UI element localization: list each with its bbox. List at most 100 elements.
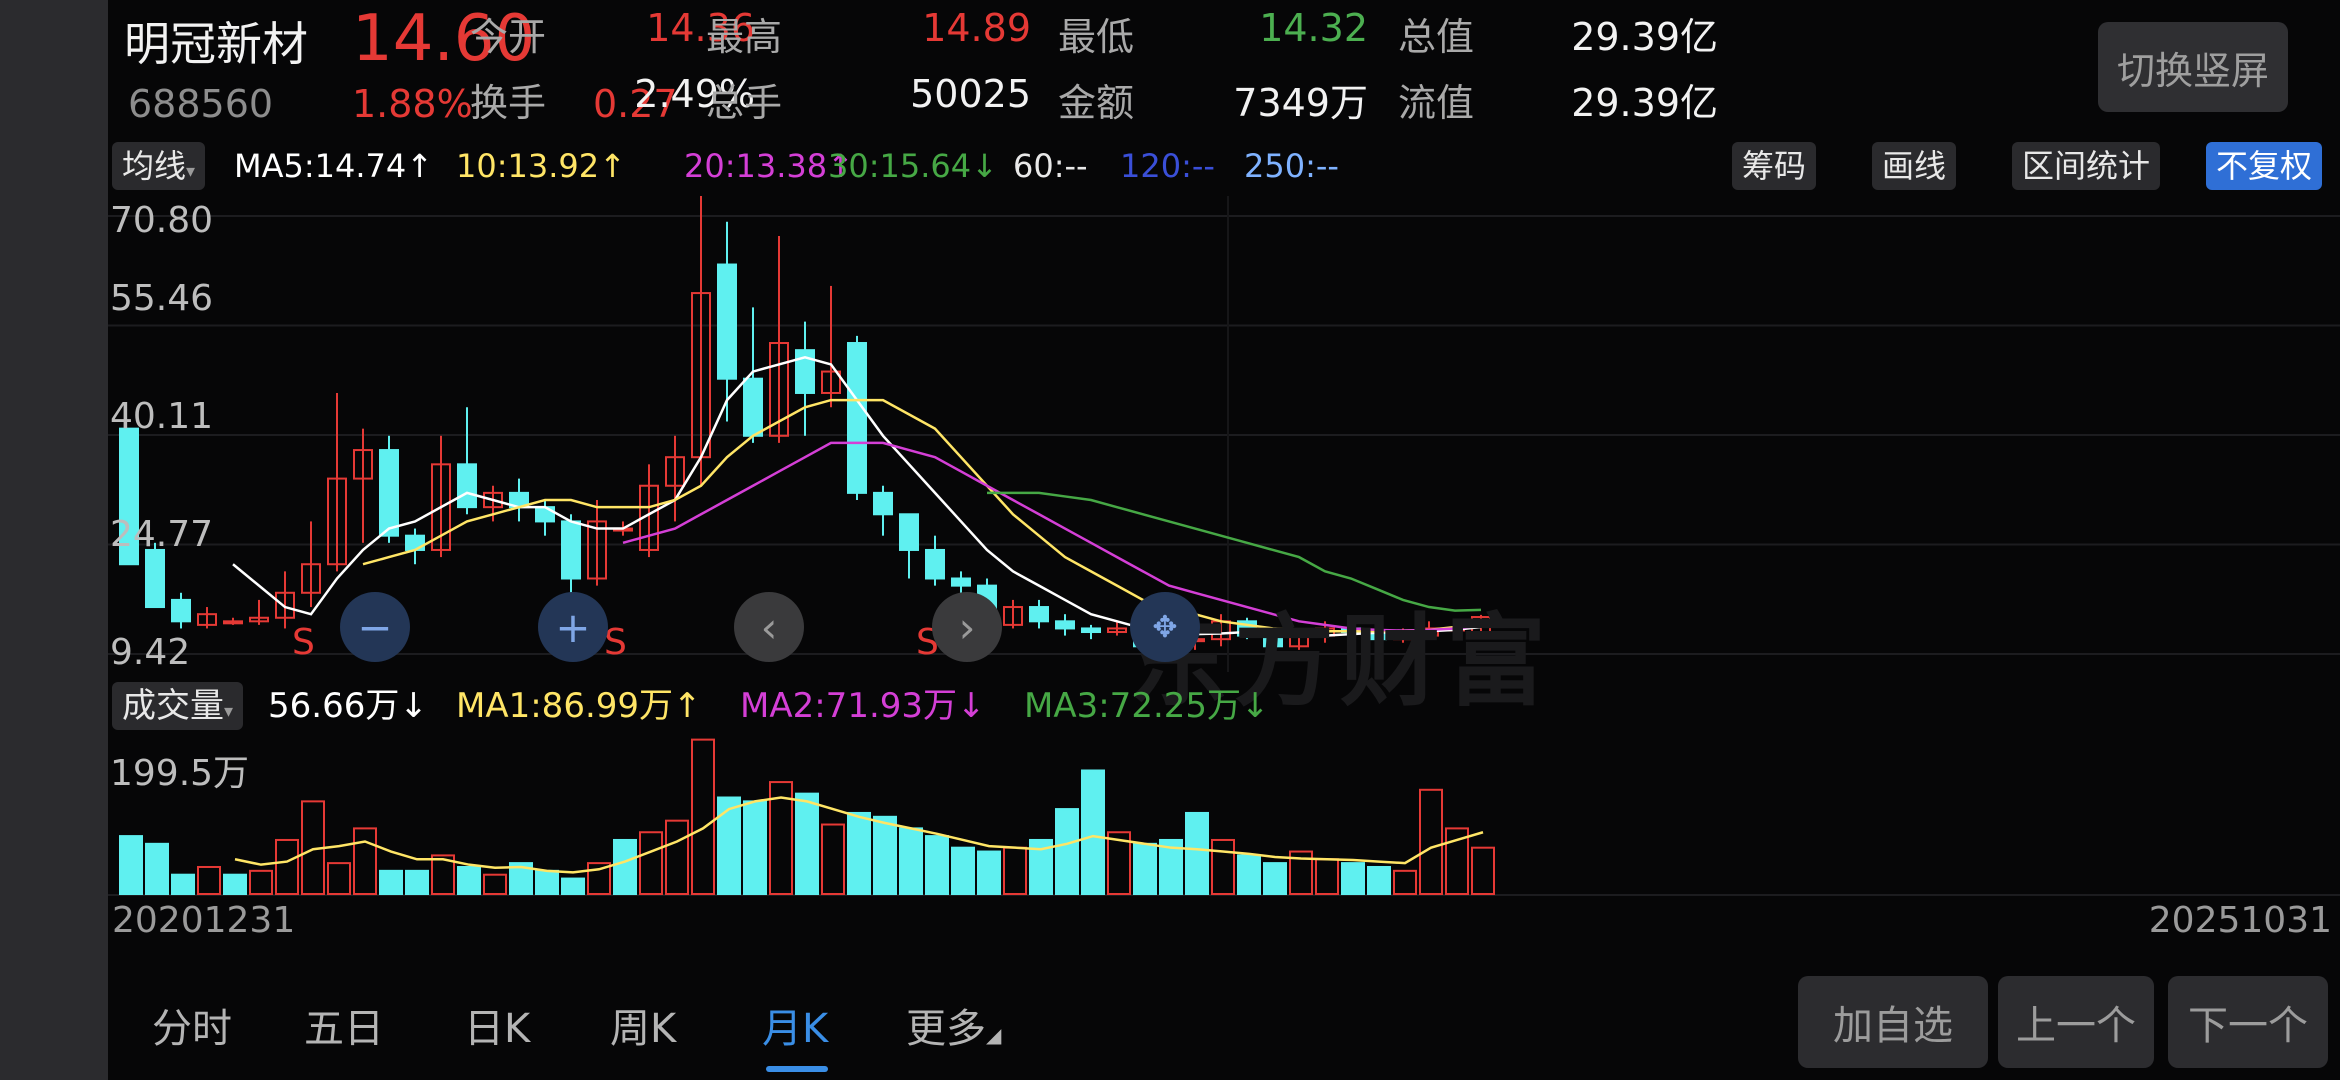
volume-bar [1341, 862, 1365, 895]
volume-ma1: MA1:86.99万↑ [456, 686, 702, 726]
sell-marker: S [604, 622, 627, 663]
volume-bar [977, 850, 1001, 895]
candle-body [795, 349, 815, 394]
ma30-value: 30:15.64↓ [828, 147, 998, 185]
stat-open: 今开 14.36 [470, 6, 755, 59]
candle-body [769, 342, 789, 437]
volume-bar [639, 831, 663, 895]
next-stock-button[interactable]: 下一个 [2168, 976, 2328, 1068]
volume-bar [769, 781, 793, 895]
scroll-left-button[interactable]: ‹ [734, 592, 804, 662]
start-date: 20201231 [112, 900, 296, 941]
volume-bar [431, 854, 455, 896]
candle-body [301, 563, 321, 594]
switch-portrait-button[interactable]: 切换竖屏 [2098, 22, 2288, 112]
volume-chart[interactable]: 199.5万 [108, 734, 2340, 896]
dropdown-triangle-icon: ▾ [224, 701, 234, 722]
volume-bar [275, 838, 299, 895]
volume-ma3: MA3:72.25万↓ [1024, 686, 1270, 726]
ma-selector-label: 均线 [122, 147, 187, 185]
tab-intraday[interactable]: 分时 [152, 1006, 232, 1052]
ma120-value: 120:-- [1120, 147, 1215, 185]
volume-tick-label: 199.5万 [110, 753, 250, 794]
stat-turnover: 换手 2.49% [470, 72, 755, 125]
volume-bar [197, 865, 221, 895]
volume-bar [1107, 831, 1131, 895]
candle-body [925, 548, 945, 580]
candlestick-chart[interactable]: 东方财富 70.80 55.46 40.11 24.77 9.42 S S S … [108, 193, 2340, 720]
candle-body [1263, 634, 1283, 648]
range-stats-button[interactable]: 区间统计 [2012, 142, 2161, 190]
volume-bar [1081, 769, 1105, 895]
y-tick-label: 24.77 [110, 514, 214, 555]
candlestick-svg [108, 193, 2340, 672]
draw-line-button[interactable]: 画线 [1872, 142, 1957, 190]
zoom-in-button[interactable]: + [538, 592, 608, 662]
scroll-right-button[interactable]: › [932, 592, 1002, 662]
volume-bar [561, 877, 585, 895]
stat-float-value: 流值 29.39亿 [1398, 81, 1718, 125]
volume-bar [1003, 846, 1027, 895]
candle-body [379, 449, 399, 537]
volume-bar [223, 873, 247, 895]
crosshair-icon: ✥ [1152, 609, 1178, 645]
tab-more[interactable]: 更多◢ [906, 996, 1001, 1054]
ma20-line [622, 441, 1482, 632]
tab-weekly-k[interactable]: 周K [610, 1006, 677, 1052]
tab-five-day[interactable]: 五日 [304, 1006, 384, 1052]
volume-bar [821, 823, 845, 895]
no-adjust-button[interactable]: 不复权 [2206, 142, 2323, 190]
ma20-value: 20:13.38↑ [684, 147, 854, 185]
quote-header: 明冠新材 14.60 688560 1.88% 0.27 今开 14.36 最高… [108, 0, 2340, 135]
candle-body [821, 370, 841, 394]
candle-body [873, 491, 893, 516]
stat-high: 最高 14.89 [706, 6, 1031, 59]
candle-body [899, 513, 919, 551]
ma250-value: 250:-- [1244, 147, 1339, 185]
period-tabs: 分时 五日 日K 周K 月K 更多◢ [108, 980, 2340, 1080]
change-percent: 1.88% [352, 82, 473, 126]
chips-button[interactable]: 筹码 [1732, 142, 1817, 190]
add-watchlist-button[interactable]: 加自选 [1798, 976, 1988, 1068]
ma-selector-dropdown[interactable]: 均线▾ [112, 142, 206, 190]
plus-icon: + [555, 602, 591, 652]
volume-bar [1263, 862, 1287, 895]
volume-bar [1055, 808, 1079, 895]
volume-bar [327, 862, 351, 895]
candle-body [223, 620, 243, 625]
tab-monthly-k[interactable]: 月K [762, 1006, 829, 1052]
candle-body [847, 342, 867, 494]
candle-body [119, 427, 139, 566]
stat-amount: 金额 7349万 [1058, 81, 1368, 125]
candle-body [353, 449, 373, 480]
volume-bar [353, 827, 377, 895]
volume-bar [1445, 827, 1469, 895]
volume-bar [1237, 854, 1261, 896]
volume-bar [405, 869, 429, 895]
change-amount: 0.27 [593, 82, 678, 126]
prev-stock-button[interactable]: 上一个 [1998, 976, 2154, 1068]
volume-selector-dropdown[interactable]: 成交量▾ [112, 682, 244, 730]
date-axis: 20201231 20251031 [108, 900, 2340, 950]
candle-body [1003, 606, 1023, 626]
candle-body [665, 456, 685, 487]
volume-ma1-line [234, 796, 1484, 874]
zoom-out-button[interactable]: − [340, 592, 410, 662]
candle-body [483, 491, 503, 509]
candle-body [1107, 627, 1127, 634]
volume-bar [847, 811, 871, 895]
volume-bar [665, 819, 689, 895]
candle-body [275, 591, 295, 619]
volume-bar [145, 842, 169, 895]
crosshair-button[interactable]: ✥ [1130, 592, 1200, 662]
ma5-value: MA5:14.74↑ [234, 147, 434, 185]
volume-bar [1367, 865, 1391, 895]
candle-body [197, 613, 217, 626]
tab-daily-k[interactable]: 日K [464, 1006, 531, 1052]
volume-bar [717, 796, 741, 895]
stock-price: 14.60 [352, 2, 536, 76]
volume-bar [379, 869, 403, 895]
volume-bar [249, 869, 273, 895]
volume-bar [119, 835, 143, 895]
tab-more-label: 更多 [906, 1006, 986, 1052]
